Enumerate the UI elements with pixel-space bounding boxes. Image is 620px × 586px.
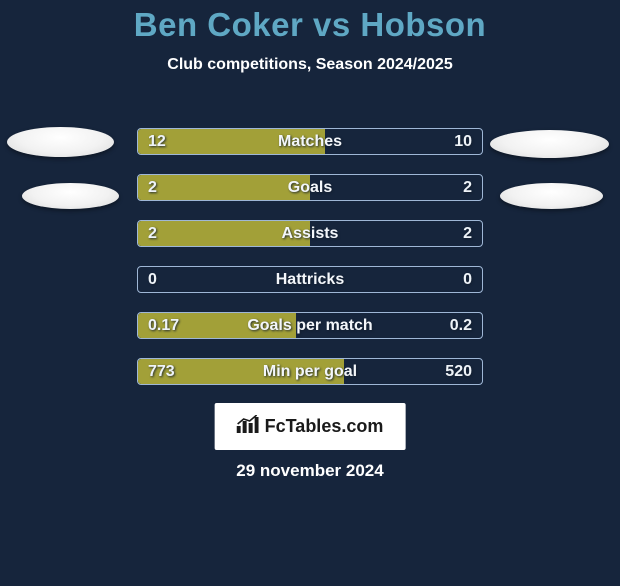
stat-row: 00Hattricks (0, 266, 620, 296)
stat-row: 22Assists (0, 220, 620, 250)
brand-badge: FcTables.com (215, 403, 406, 450)
page-title: Ben Coker vs Hobson (0, 6, 620, 44)
stat-label: Hattricks (137, 266, 483, 293)
date-text: 29 november 2024 (0, 461, 620, 481)
subtitle: Club competitions, Season 2024/2025 (0, 56, 620, 74)
chart-icon (237, 415, 259, 438)
stat-label: Goals (137, 174, 483, 201)
stat-row: 0.170.2Goals per match (0, 312, 620, 342)
team-oval (490, 130, 609, 158)
stat-row: 773520Min per goal (0, 358, 620, 388)
stat-label: Goals per match (137, 312, 483, 339)
brand-badge-text: FcTables.com (265, 416, 384, 437)
stat-label: Assists (137, 220, 483, 247)
team-oval (7, 127, 114, 157)
stat-label: Min per goal (137, 358, 483, 385)
team-oval (22, 183, 119, 209)
stat-label: Matches (137, 128, 483, 155)
team-oval (500, 183, 603, 209)
